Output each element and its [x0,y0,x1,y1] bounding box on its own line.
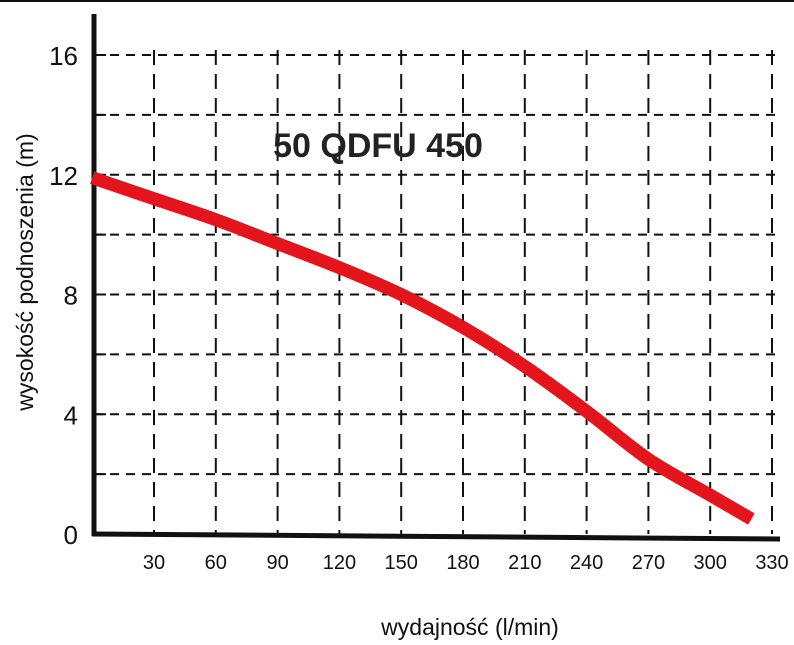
y-axis-title: wysokość podnoszenia (m) [12,133,38,411]
y-tick-label: 8 [64,281,78,311]
x-tick-labels: 30 60 90 120 150 180 210 240 270 300 330 [143,552,789,574]
x-tick-label: 150 [385,552,418,574]
x-axis-title: wydajność (l/min) [380,614,559,640]
x-tick-label: 270 [632,552,665,574]
pump-curve-line [90,171,755,525]
x-tick-label: 90 [266,552,288,574]
x-axis-line [91,531,781,542]
y-tick-label: 12 [49,161,78,191]
y-tick-label: 4 [64,400,78,430]
chart-title: 50 QDFU 450 [273,127,483,165]
x-tick-label: 240 [570,552,603,574]
x-tick-label: 180 [446,552,479,574]
y-tick-label: 0 [64,520,78,550]
y-tick-labels: 0 4 8 12 16 [49,41,78,550]
grid-lines [94,50,778,534]
x-tick-label: 300 [694,552,727,574]
x-tick-label: 330 [755,552,788,574]
x-tick-label: 30 [143,552,165,574]
axes [0,0,794,542]
x-tick-label: 210 [508,552,541,574]
x-tick-label: 120 [323,552,356,574]
series-lines [90,171,755,525]
x-tick-label: 60 [205,552,227,574]
y-tick-label: 16 [49,41,78,71]
